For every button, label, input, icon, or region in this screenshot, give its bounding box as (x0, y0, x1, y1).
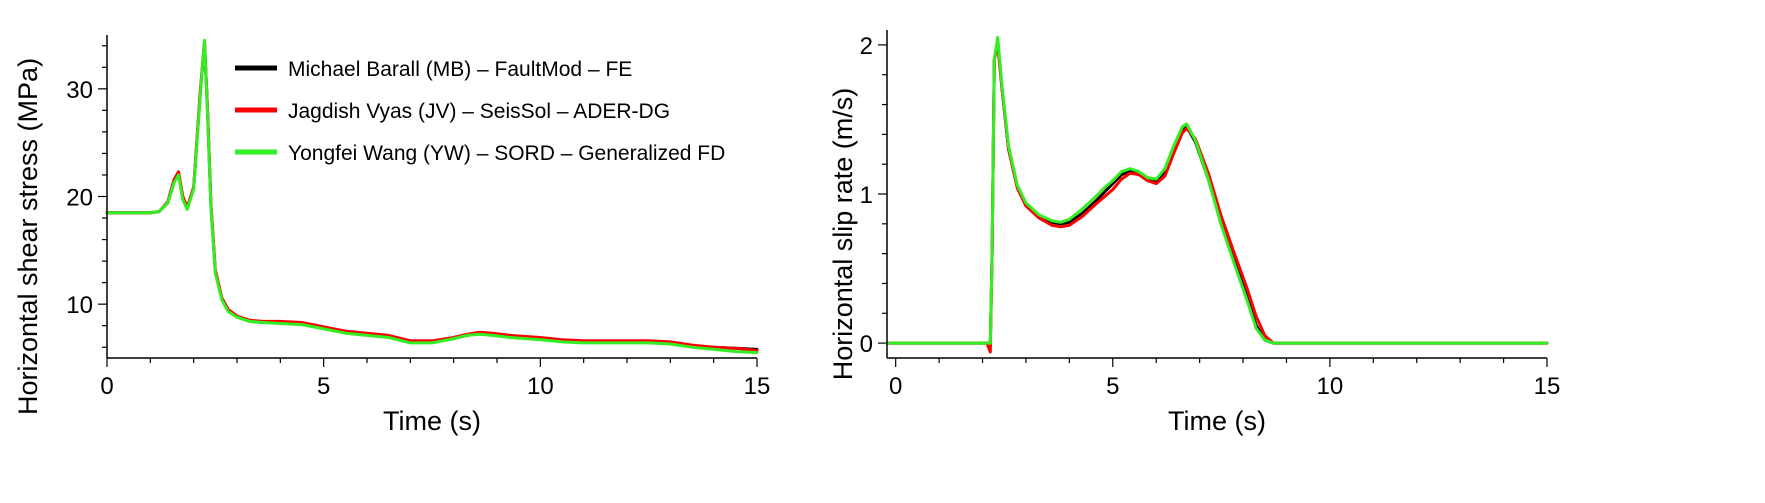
series-line-jv (885, 43, 1549, 354)
x-tick-label: 5 (317, 373, 330, 400)
shear-stress-ticks: 0 5 10 15 10 20 30 (66, 45, 771, 400)
legend: Michael Barall (MB) – FaultMod – FE Jagd… (235, 58, 725, 165)
x-tick-label: 10 (1317, 373, 1344, 400)
y-tick-label: 0 (860, 331, 873, 358)
y-tick-label: 1 (860, 182, 873, 209)
legend-label-yw: Yongfei Wang (YW) – SORD – Generalized F… (288, 142, 725, 165)
y-tick-label: 2 (860, 33, 873, 60)
x-tick-label: 0 (100, 373, 113, 400)
x-tick-label: 15 (1534, 373, 1561, 400)
y-tick-label: 10 (66, 292, 93, 319)
y-tick-label: 20 (66, 185, 93, 212)
x-tick-label: 0 (889, 373, 902, 400)
slip-rate-y-label: Horizontal slip rate (m/s) (828, 88, 858, 381)
shear-stress-chart: 0 5 10 15 10 20 30 Time (s) Horizontal shear s… (13, 35, 770, 436)
series-line-jv (105, 40, 759, 352)
series-line-mb (885, 38, 1549, 345)
legend-label-jv: Jagdish Vyas (JV) – SeisSol – ADER-DG (288, 100, 670, 123)
series-line-yw (885, 36, 1549, 345)
x-tick-label: 10 (527, 373, 554, 400)
slip-rate-lines (885, 36, 1549, 354)
x-tick-label: 15 (744, 373, 771, 400)
shear-stress-lines (105, 38, 759, 355)
slip-rate-x-label: Time (s) (1168, 406, 1266, 436)
slip-rate-ticks: 0 5 10 15 0 1 2 (860, 33, 1561, 400)
series-line-yw (105, 38, 759, 355)
slip-rate-chart: 0 5 10 15 0 1 2 Time (s) Horizontal slip rate … (828, 30, 1560, 436)
shear-stress-x-label: Time (s) (383, 406, 481, 436)
y-tick-label: 30 (66, 77, 93, 104)
series-line-mb (105, 41, 759, 351)
shear-stress-y-label: Horizontal shear stress (MPa) (13, 58, 43, 415)
legend-label-mb: Michael Barall (MB) – FaultMod – FE (288, 58, 632, 81)
x-tick-label: 5 (1106, 373, 1119, 400)
